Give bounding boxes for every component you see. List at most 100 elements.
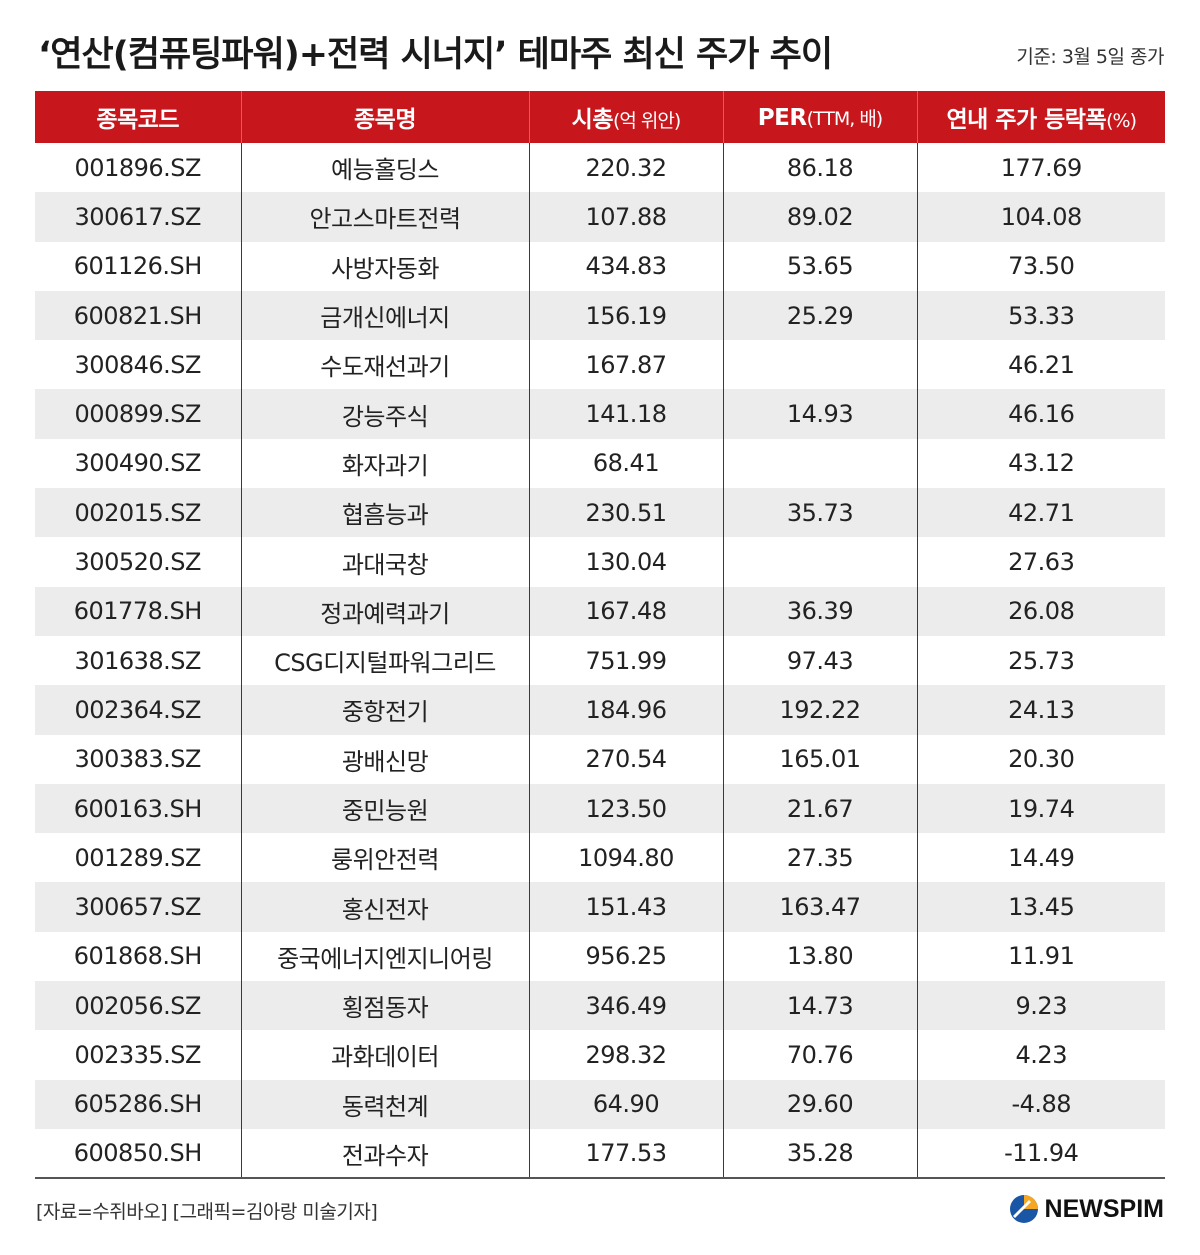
cell-code: 002056.SZ	[35, 981, 241, 1031]
cell-code: 301638.SZ	[74, 646, 202, 675]
cell-mcap: 230.51	[528, 488, 723, 538]
cell-mcap: 151.43	[528, 882, 723, 932]
cell-per: 14.73	[722, 981, 917, 1031]
cell-change: 9.23	[916, 981, 1165, 1031]
cell-per: 25.29	[722, 290, 917, 341]
cell-name: 정과예력과기	[240, 586, 529, 636]
table-row: 600163.SH 중민능원 123.50 21.67 19.74	[35, 783, 1165, 834]
newspim-logo: NEWSPIM	[1009, 1194, 1164, 1224]
cell-mcap: 123.50	[528, 783, 723, 834]
cell-change: 27.63	[916, 537, 1165, 587]
header-change-unit: (%)	[1106, 110, 1137, 132]
cell-per: 14.93	[722, 389, 917, 439]
page-title: ‘연산(컴퓨팅파워)+전력 시너지’ 테마주 최신 주가 추이	[38, 35, 833, 75]
cell-mcap: 751.99	[528, 635, 723, 686]
cell-code: 601868.SH	[73, 942, 203, 971]
header-mcap: 시총(억 위안)	[528, 91, 723, 143]
table-row: 002364.SZ 중항전기 184.96 192.22 24.13	[35, 685, 1165, 735]
header-name: 종목명	[240, 91, 529, 143]
cell-mcap: 434.83	[528, 241, 723, 291]
cell-code: 002015.SZ	[35, 488, 241, 538]
cell-per: 89.02	[722, 192, 917, 242]
table-row: 300383.SZ 광배신망 270.54 165.01 20.30	[35, 734, 1165, 784]
cell-per: 53.65	[722, 241, 917, 291]
table-row: 000899.SZ 강능주식 141.18 14.93 46.16	[35, 389, 1165, 439]
cell-change: 46.21	[916, 340, 1165, 390]
cell-per: 29.60	[722, 1079, 917, 1129]
cell-name: 홍신전자	[240, 882, 529, 932]
logo-text: NEWSPIM	[1044, 1194, 1164, 1223]
cell-per: 163.47	[722, 882, 917, 932]
cell-code: 300520.SZ	[74, 548, 202, 577]
newspim-logo-icon	[1009, 1195, 1038, 1223]
cell-change: 104.08	[916, 192, 1165, 242]
cell-per: 165.01	[722, 734, 917, 784]
cell-mcap: 177.53	[528, 1128, 723, 1180]
cell-change: -4.88	[916, 1079, 1165, 1129]
cell-mcap: 156.19	[528, 290, 723, 341]
cell-name: 전과수자	[240, 1128, 529, 1180]
header-per: PER(TTM, 배)	[722, 91, 917, 143]
table-row: 301638.SZ CSG디지털파워그리드 751.99 97.43 25.73	[35, 635, 1165, 686]
cell-mcap: 346.49	[528, 981, 723, 1031]
cell-name: 수도재선과기	[240, 340, 529, 390]
header-code: 종목코드	[35, 91, 241, 143]
cell-mcap: 64.90	[528, 1079, 723, 1129]
cell-code: 002364.SZ	[35, 685, 241, 735]
cell-per: 13.80	[722, 931, 917, 982]
header-mcap-unit: (억 위안)	[613, 110, 681, 132]
table-row: 605286.SH 동력천계 64.90 29.60 -4.88	[35, 1079, 1165, 1129]
cell-code: 600850.SH	[35, 1128, 241, 1180]
cell-name: 과대국창	[240, 537, 529, 587]
cell-name: 강능주식	[240, 389, 529, 439]
cell-name: 예능홀딩스	[240, 143, 529, 193]
cell-mcap: 270.54	[528, 734, 723, 784]
cell-name: 룽위안전력	[240, 833, 529, 883]
cell-change: 14.49	[916, 833, 1165, 883]
cell-code: 300846.SZ	[74, 350, 202, 379]
cell-change: 43.12	[916, 438, 1165, 489]
table-row: 601778.SH 정과예력과기 167.48 36.39 26.08	[35, 586, 1165, 636]
cell-per: 70.76	[722, 1030, 917, 1080]
cell-code: 300657.SZ	[35, 882, 241, 932]
cell-code: 001896.SZ	[74, 153, 202, 182]
cell-per: 21.67	[722, 783, 917, 834]
cell-change: 13.45	[916, 882, 1165, 932]
cell-change: 24.13	[916, 685, 1165, 735]
cell-mcap: 68.41	[528, 438, 723, 489]
table-row: 601126.SH 사방자동화 434.83 53.65 73.50	[35, 241, 1165, 291]
cell-mcap: 167.48	[528, 586, 723, 636]
cell-per	[722, 438, 917, 489]
cell-mcap: 298.32	[528, 1030, 723, 1080]
cell-per: 192.22	[722, 685, 917, 735]
cell-mcap: 220.32	[528, 143, 723, 193]
cell-change: 20.30	[916, 734, 1165, 784]
table-row: 300490.SZ 화자과기 68.41 43.12	[35, 438, 1165, 489]
cell-name: 화자과기	[240, 438, 529, 489]
table-row: 300657.SZ 홍신전자 151.43 163.47 13.45	[35, 882, 1165, 932]
cell-name: 동력천계	[240, 1079, 529, 1129]
cell-name: 광배신망	[240, 734, 529, 784]
cell-per: 35.73	[722, 488, 917, 538]
basis-date: 기준: 3월 5일 종가	[1016, 46, 1164, 68]
cell-code: 001289.SZ	[74, 843, 202, 872]
table-header-row: 종목코드 종목명 시총(억 위안) PER(TTM, 배) 연내 주가 등락폭(…	[35, 91, 1165, 143]
table-row: 300520.SZ 과대국창 130.04 27.63	[35, 537, 1165, 587]
cell-change: 11.91	[916, 931, 1165, 982]
cell-change: 73.50	[916, 241, 1165, 291]
table-row: 300846.SZ 수도재선과기 167.87 46.21	[35, 340, 1165, 390]
cell-name: 사방자동화	[240, 241, 529, 291]
cell-code: 300490.SZ	[74, 449, 202, 478]
table-row: 600850.SH 전과수자 177.53 35.28 -11.94	[35, 1128, 1165, 1180]
cell-mcap: 956.25	[528, 931, 723, 982]
cell-change: 53.33	[916, 290, 1165, 341]
cell-name: 횡점동자	[240, 981, 529, 1031]
cell-change: -11.94	[916, 1128, 1165, 1180]
cell-per: 35.28	[722, 1128, 917, 1180]
cell-change: 19.74	[916, 783, 1165, 834]
cell-mcap: 167.87	[528, 340, 723, 390]
cell-name: 중민능원	[240, 783, 529, 834]
cell-code: 605286.SH	[35, 1079, 241, 1129]
cell-per: 27.35	[722, 833, 917, 883]
cell-change: 4.23	[916, 1030, 1165, 1080]
